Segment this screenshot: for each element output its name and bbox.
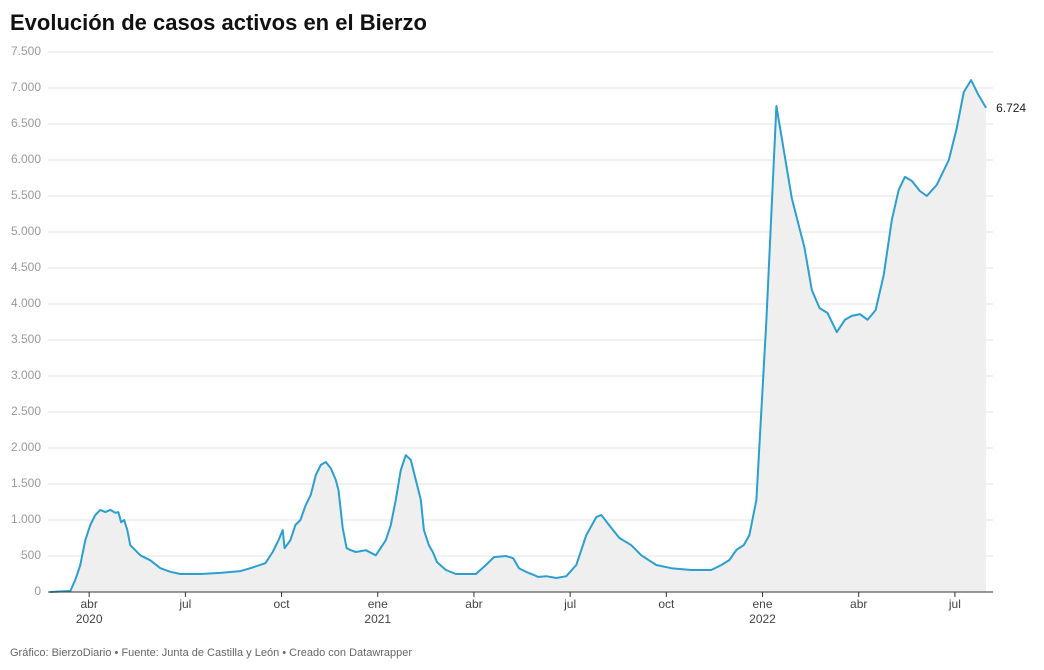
- value-label: 6.724: [996, 101, 1026, 115]
- y-tick-label: 5.500: [11, 188, 41, 202]
- y-tick-label: 2.000: [11, 440, 41, 454]
- y-tick-label: 500: [21, 548, 41, 562]
- x-year-label: 2020: [76, 612, 103, 626]
- source-note: Gráfico: BierzoDiario • Fuente: Junta de…: [10, 647, 412, 659]
- x-tick-label: jul: [178, 597, 191, 611]
- x-tick-label: ene: [368, 597, 388, 611]
- x-tick-label: jul: [563, 597, 576, 611]
- x-tick-label: abr: [465, 597, 482, 611]
- x-tick-label: jul: [948, 597, 961, 611]
- x-tick-label: oct: [274, 597, 291, 611]
- y-tick-label: 0: [34, 584, 41, 598]
- line: [49, 79, 987, 593]
- y-tick-label: 4.000: [11, 296, 41, 310]
- y-tick-label: 1.000: [11, 512, 41, 526]
- x-tick-label: abr: [80, 597, 97, 611]
- x-year-label: 2021: [364, 612, 391, 626]
- y-tick-label: 2.500: [11, 404, 41, 418]
- x-year-label: 2022: [749, 612, 776, 626]
- chart-title: Evolución de casos activos en el Bierzo: [10, 10, 427, 35]
- area: [49, 80, 987, 592]
- x-tick-label: abr: [850, 597, 867, 611]
- y-tick-label: 7.500: [11, 44, 41, 58]
- y-tick-label: 5.000: [11, 224, 41, 238]
- y-tick-label: 6.000: [11, 152, 41, 166]
- y-tick-label: 1.500: [11, 476, 41, 490]
- y-tick-label: 6.500: [11, 116, 41, 130]
- y-tick-label: 3.000: [11, 368, 41, 382]
- y-tick-label: 4.500: [11, 260, 41, 274]
- y-tick-label: 3.500: [11, 332, 41, 346]
- y-tick-label: 7.000: [11, 80, 41, 94]
- x-tick-label: ene: [753, 597, 773, 611]
- x-tick-label: oct: [658, 597, 675, 611]
